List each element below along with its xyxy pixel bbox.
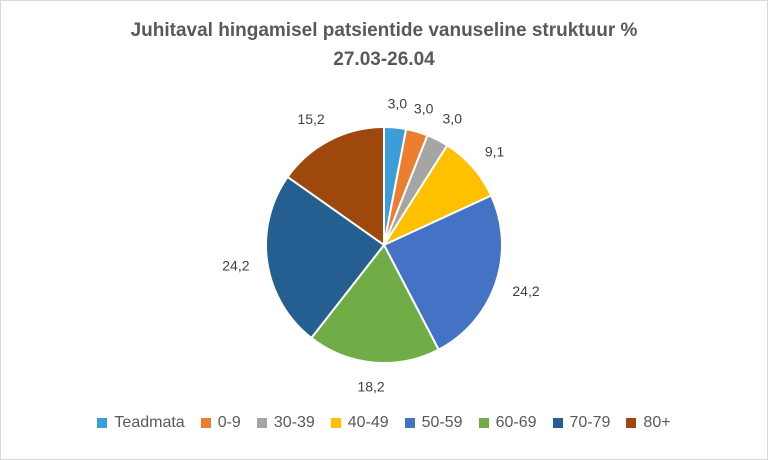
legend-item-50-59: 50-59 [404, 414, 463, 432]
legend-item-30-39: 30-39 [256, 414, 315, 432]
legend-label: 70-79 [569, 414, 611, 431]
data-label-0-9: 3,0 [414, 101, 434, 117]
legend-label: 0-9 [217, 414, 241, 431]
legend-swatch [256, 418, 267, 428]
legend-swatch [552, 418, 563, 428]
legend-label: 60-69 [495, 414, 537, 431]
legend-label: Teadmata [114, 414, 185, 431]
legend-item-teadmata: Teadmata [97, 414, 185, 432]
legend-swatch [626, 418, 637, 428]
chart-subtitle: 27.03-26.04 [333, 49, 435, 70]
legend-label: 80+ [643, 414, 671, 431]
pie-slice-70-79 [265, 175, 386, 340]
pie-slice-80 [286, 125, 385, 247]
chart-title: Juhitaval hingamisel patsientide vanusel… [130, 20, 638, 41]
legend-item-0-9: 0-9 [200, 414, 241, 432]
legend-swatch [200, 418, 211, 428]
chart-legend: Teadmata 0-9 30-39 40-49 50-59 60-69 70-79 80+ [0, 414, 768, 432]
legend-label: 30-39 [273, 414, 315, 431]
data-label-teadmata: 3,0 [388, 96, 408, 112]
chart-title-block: Juhitaval hingamisel patsientide vanusel… [0, 16, 768, 74]
data-label-60-69: 18,2 [357, 378, 384, 394]
data-label-50-59: 24,2 [512, 283, 539, 299]
legend-label: 40-49 [347, 414, 389, 431]
data-label-30-39: 3,0 [443, 111, 463, 127]
legend-item-60-69: 60-69 [478, 414, 537, 432]
legend-label: 50-59 [421, 414, 463, 431]
pie-slice-60-69 [309, 243, 440, 364]
legend-swatch [97, 418, 108, 428]
legend-swatch [404, 418, 415, 428]
data-label-40-49: 9,1 [485, 144, 505, 160]
legend-item-40-49: 40-49 [330, 414, 389, 432]
legend-item-70-79: 70-79 [552, 414, 611, 432]
data-label-70-79: 24,2 [222, 258, 249, 274]
legend-swatch [330, 418, 341, 428]
data-label-80: 15,2 [297, 111, 324, 127]
pie-slice-50-59 [382, 194, 503, 351]
legend-item-80: 80+ [626, 414, 671, 432]
legend-swatch [478, 418, 489, 428]
